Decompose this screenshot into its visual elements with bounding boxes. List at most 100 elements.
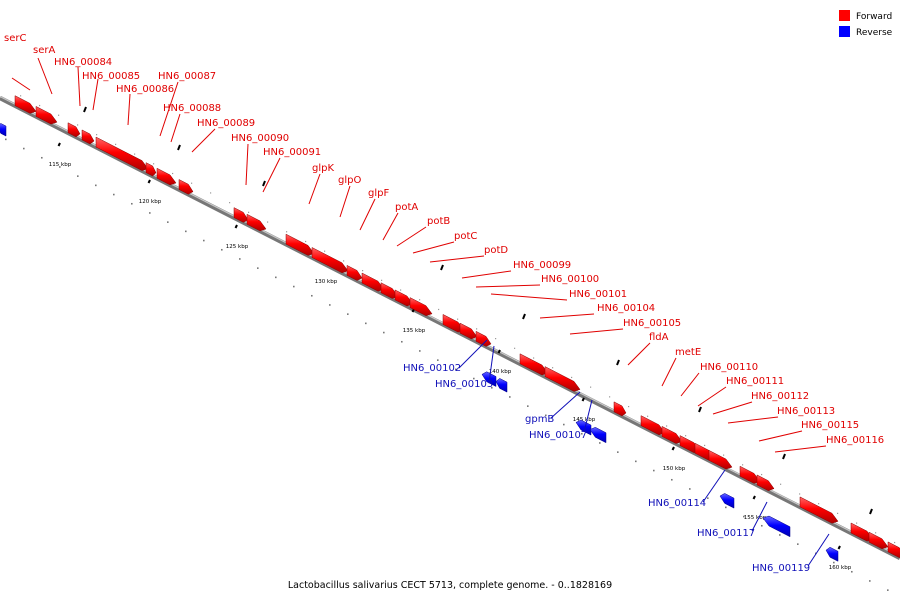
leader-glpk bbox=[308, 173, 321, 205]
minor-tick bbox=[707, 497, 709, 499]
scale-tick-160-kbp bbox=[837, 545, 841, 550]
track-dot bbox=[286, 231, 288, 233]
gene-label-glpo[interactable]: glpO bbox=[338, 175, 361, 186]
track-dot bbox=[229, 202, 231, 204]
gene-label-hn6-00113[interactable]: HN6_00113 bbox=[777, 406, 835, 417]
gene-label-hn6-00117[interactable]: HN6_00117 bbox=[697, 528, 755, 539]
forward-gene-block bbox=[661, 425, 683, 444]
track-dot bbox=[628, 405, 630, 408]
track-dot bbox=[818, 503, 820, 505]
leader-hn6-00089 bbox=[191, 128, 216, 153]
track-dot bbox=[77, 124, 79, 126]
track-dot bbox=[20, 95, 22, 97]
intergenic-mark bbox=[698, 406, 702, 413]
gene-label-hn6-00099[interactable]: HN6_00099 bbox=[513, 260, 571, 271]
gene-label-hn6-00087[interactable]: HN6_00087 bbox=[158, 71, 216, 82]
forward-gene-block bbox=[95, 136, 149, 171]
gene-label-hn6-00088[interactable]: HN6_00088 bbox=[163, 103, 221, 114]
gene-label-hn6-00084[interactable]: HN6_00084 bbox=[54, 57, 112, 68]
track-dot bbox=[761, 473, 763, 476]
gene-label-pota[interactable]: potA bbox=[395, 202, 418, 213]
minor-tick bbox=[455, 368, 457, 371]
gene-label-potd[interactable]: potD bbox=[484, 245, 508, 256]
gene-label-hn6-00086[interactable]: HN6_00086 bbox=[116, 84, 174, 95]
gene-label-hn6-00089[interactable]: HN6_00089 bbox=[197, 118, 255, 129]
leader-mete bbox=[661, 357, 677, 387]
gene-label-hn6-00090[interactable]: HN6_00090 bbox=[231, 133, 289, 144]
gene-label-hn6-00105[interactable]: HN6_00105 bbox=[623, 318, 681, 329]
minor-tick bbox=[311, 294, 313, 297]
track-dot bbox=[96, 134, 98, 136]
gene-label-hn6-00103[interactable]: HN6_00103 bbox=[435, 379, 493, 390]
track-dot bbox=[39, 104, 41, 107]
gene-label-serc[interactable]: serC bbox=[4, 33, 26, 44]
track-dot bbox=[267, 221, 269, 223]
gene-label-glpk[interactable]: glpK bbox=[312, 163, 334, 174]
scale-label-155-kbp: 155 kbp bbox=[744, 515, 767, 521]
scale-ticks: 115 kbp 120 kbp 125 kbp 130 kbp 135 kbp 140 k… bbox=[5, 95, 896, 591]
reverse-gene-block bbox=[0, 123, 7, 137]
track-dot bbox=[723, 454, 725, 456]
legend-forward: Forward bbox=[839, 10, 892, 22]
gene-label-hn6-00100[interactable]: HN6_00100 bbox=[541, 274, 599, 285]
gene-label-flda[interactable]: fldA bbox=[649, 332, 669, 343]
gene-label-hn6-00115[interactable]: HN6_00115 bbox=[801, 420, 859, 431]
minor-tick bbox=[113, 193, 115, 196]
intergenic-mark bbox=[782, 453, 786, 460]
scale-label-145-kbp: 145 kbp bbox=[573, 417, 596, 423]
leader-hn6-00117 bbox=[751, 501, 768, 532]
forward-gene-block bbox=[233, 207, 249, 223]
minor-tick bbox=[563, 423, 565, 426]
minor-tick bbox=[635, 460, 637, 463]
gene-label-hn6-00110[interactable]: HN6_00110 bbox=[700, 362, 758, 373]
gene-label-hn6-00091[interactable]: HN6_00091 bbox=[263, 147, 321, 158]
gene-label-glpf[interactable]: glpF bbox=[368, 188, 389, 199]
reverse-gene-block bbox=[589, 427, 607, 444]
gene-label-sera[interactable]: serA bbox=[33, 45, 55, 56]
gene-label-potc[interactable]: potC bbox=[454, 231, 477, 242]
gene-label-hn6-00102[interactable]: HN6_00102 bbox=[403, 363, 461, 374]
minor-tick bbox=[437, 359, 439, 361]
minor-tick bbox=[419, 350, 421, 352]
gene-label-hn6-00111[interactable]: HN6_00111 bbox=[726, 376, 784, 387]
forward-gene-block bbox=[887, 541, 900, 558]
minor-tick bbox=[653, 469, 655, 472]
minor-tick bbox=[761, 524, 763, 527]
gene-label-hn6-00085[interactable]: HN6_00085 bbox=[82, 71, 140, 82]
scale-tick-140-kbp bbox=[497, 349, 501, 354]
minor-tick bbox=[365, 322, 367, 325]
gene-label-potb[interactable]: potB bbox=[427, 216, 450, 227]
minor-tick bbox=[347, 313, 349, 315]
gene-label-hn6-00119[interactable]: HN6_00119 bbox=[752, 563, 810, 574]
gene-label-hn6-00116[interactable]: HN6_00116 bbox=[826, 435, 884, 446]
forward-gene-block bbox=[799, 496, 839, 524]
intergenic-mark bbox=[83, 106, 87, 113]
gene-label-hn6-00101[interactable]: HN6_00101 bbox=[569, 289, 627, 300]
genome-caption: Lactobacillus salivarius CECT 5713, comp… bbox=[288, 580, 612, 591]
leader-glpf bbox=[359, 198, 376, 231]
track-dot bbox=[134, 153, 136, 155]
forward-gene-block bbox=[14, 95, 37, 114]
leader-sera bbox=[37, 57, 53, 95]
gene-label-hn6-00112[interactable]: HN6_00112 bbox=[751, 391, 809, 402]
intergenic-mark bbox=[262, 180, 266, 187]
forward-gene-block bbox=[640, 415, 666, 436]
minor-tick bbox=[833, 561, 835, 564]
track-dot bbox=[571, 376, 573, 379]
gene-label-mete[interactable]: metE bbox=[675, 347, 701, 358]
track-dot bbox=[115, 143, 117, 145]
gene-label-hn6-00107[interactable]: HN6_00107 bbox=[529, 430, 587, 441]
leader-potd bbox=[429, 255, 485, 263]
legend-forward-label: Forward bbox=[856, 12, 892, 22]
gene-label-hn6-00114[interactable]: HN6_00114 bbox=[648, 498, 706, 509]
minor-tick bbox=[23, 147, 25, 150]
scale-tick-145-kbp bbox=[581, 397, 585, 402]
leader-potc bbox=[412, 241, 455, 254]
leader-hn6-00112 bbox=[712, 401, 753, 415]
scale-label-150-kbp: 150 kbp bbox=[663, 466, 686, 472]
track-dot bbox=[799, 493, 801, 495]
gene-label-gpmb[interactable]: gpmB bbox=[525, 414, 554, 425]
scale-label-160-kbp: 160 kbp bbox=[829, 565, 852, 571]
leader-hn6-00088 bbox=[170, 113, 181, 143]
gene-label-hn6-00104[interactable]: HN6_00104 bbox=[597, 303, 655, 314]
